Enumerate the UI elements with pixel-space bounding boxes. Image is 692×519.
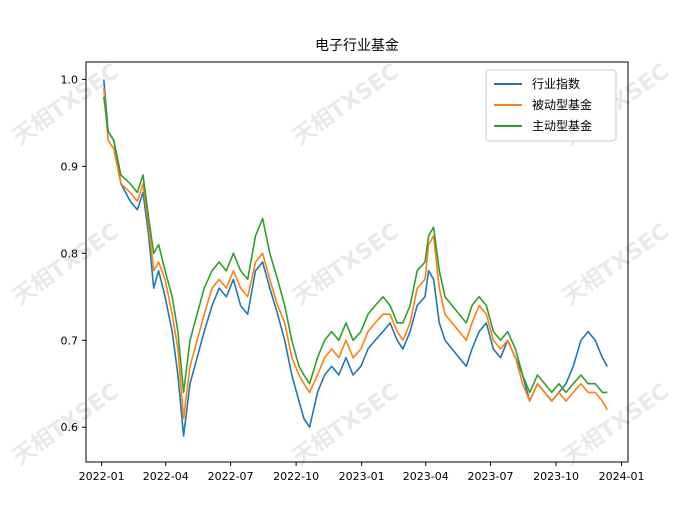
- series-layer: [103, 79, 608, 437]
- x-tick-label: 2023-07: [468, 470, 514, 483]
- x-tick-label: 2023-04: [403, 470, 449, 483]
- legend-label: 被动型基金: [532, 97, 592, 112]
- chart-title: 电子行业基金: [315, 37, 399, 54]
- axes-layer: 2022-01 2022-04 2022-07 2022-10 2023-01 2023-…: [61, 61, 645, 483]
- y-tick-label: 0.6: [61, 421, 79, 434]
- watermark-text: 天相TXSEC: [289, 219, 404, 310]
- x-tick-label: 2022-10: [273, 470, 319, 483]
- legend-box: [485, 69, 617, 142]
- x-tick-label: 2024-01: [599, 470, 645, 483]
- y-tick-label: 1.0: [61, 73, 79, 86]
- x-tick-label: 2023-10: [533, 470, 579, 483]
- watermark-text: 天相TXSEC: [289, 59, 404, 150]
- series-line-3: [103, 96, 608, 394]
- watermark-text: 天相TXSEC: [559, 379, 674, 470]
- legend-label: 行业指数: [532, 76, 580, 91]
- watermark-text: 天相TXSEC: [559, 219, 674, 310]
- y-tick-label: 0.8: [61, 247, 79, 260]
- y-tick-label: 0.9: [61, 160, 79, 173]
- x-tick-label: 2022-04: [143, 470, 189, 483]
- x-tick-label: 2023-01: [339, 470, 385, 483]
- watermark-text: 天相TXSEC: [9, 219, 124, 310]
- legend-label: 主动型基金: [532, 118, 592, 133]
- y-tick-label: 0.7: [61, 334, 79, 347]
- watermark-text: 天相TXSEC: [289, 379, 404, 470]
- x-tick-label: 2022-07: [208, 470, 254, 483]
- plot-frame: [85, 61, 629, 463]
- series-line-2: [103, 88, 608, 420]
- x-tick-label: 2022-01: [79, 470, 125, 483]
